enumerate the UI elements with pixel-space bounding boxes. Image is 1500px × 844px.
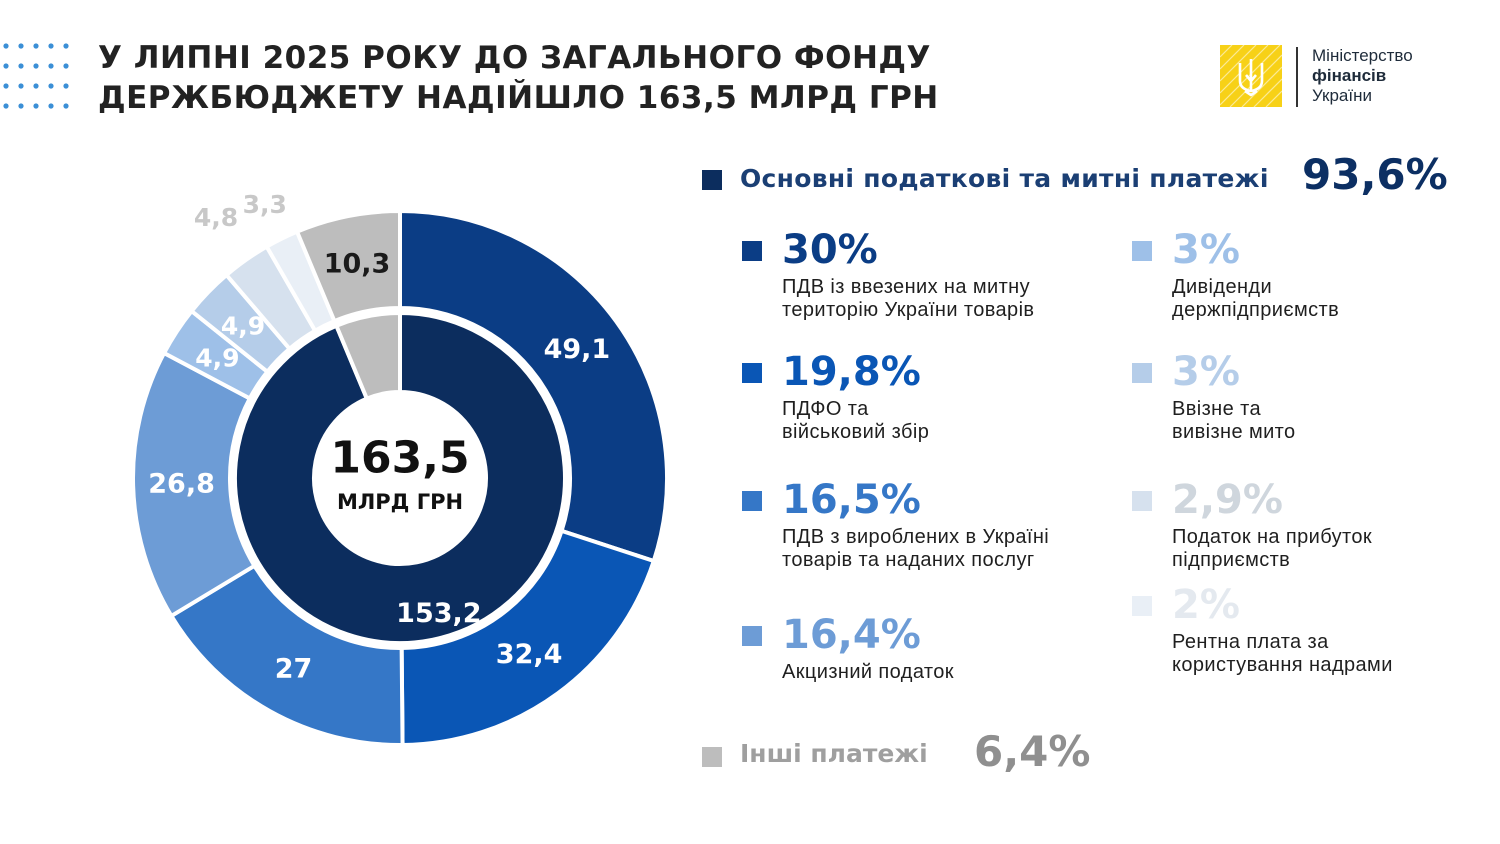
legend-item-swatch <box>742 491 762 511</box>
logo-line-2: фінансів <box>1312 66 1387 85</box>
inner-slice <box>333 310 402 402</box>
decor-dot <box>18 103 24 109</box>
legend-item-swatch <box>742 241 762 261</box>
decor-dot <box>33 43 39 49</box>
decor-dot <box>18 83 24 89</box>
legend-other-group: Інші платежі 6,4% <box>702 725 1122 785</box>
legend-item-percent: 19,8% <box>782 349 921 395</box>
decor-dot <box>3 43 9 49</box>
outer-slice <box>399 528 657 748</box>
page-title: У ЛИПНІ 2025 РОКУ ДО ЗАГАЛЬНОГО ФОНДУ ДЕ… <box>98 38 939 118</box>
decor-dot <box>3 103 9 109</box>
decor-dot <box>48 63 54 69</box>
decor-dot <box>18 63 24 69</box>
outer-slice-label: 4,9 <box>221 311 265 340</box>
ministry-logo: Міністерство фінансів України <box>1219 44 1460 109</box>
legend-item-description: ПДФО та військовий збір <box>782 398 930 443</box>
outer-slice-label: 32,4 <box>496 639 563 670</box>
center-total-unit: МЛРД ГРН <box>337 490 463 514</box>
legend-main-percent: 93,6% <box>1302 150 1448 199</box>
legend-item-percent: 3% <box>1172 227 1240 273</box>
legend-item-description: Податок на прибуток підприємств <box>1172 526 1373 571</box>
legend-item-description: Ввізне та вивізне мито <box>1172 398 1296 443</box>
legend-main-group: Основні податкові та митні платежі 93,6% <box>702 150 1462 210</box>
outer-slice <box>398 208 669 564</box>
legend-item-description: Дивіденди держпідприємств <box>1172 276 1340 321</box>
legend-item-description: Рентна плата за користування надрами <box>1172 631 1393 676</box>
inner-slice <box>233 310 567 645</box>
decor-dot <box>33 63 39 69</box>
outer-slice-label: 49,1 <box>544 334 611 365</box>
trident-emblem-icon <box>1219 44 1283 108</box>
decor-dot <box>3 63 9 69</box>
logo-line-3: України <box>1312 86 1372 105</box>
outer-slice-label: 10,3 <box>324 248 391 279</box>
logo-text: Міністерство фінансів України <box>1312 46 1413 106</box>
legend-item-swatch <box>1132 491 1152 511</box>
legend-item-percent: 2% <box>1172 582 1240 628</box>
legend-item-swatch <box>1132 241 1152 261</box>
decor-dot <box>48 83 54 89</box>
decorative-dots <box>3 43 69 109</box>
center-total-value: 163,5 <box>330 433 469 484</box>
legend-other-swatch <box>702 747 722 767</box>
decor-dot <box>63 83 69 89</box>
inner-slice-label: 153,2 <box>396 598 481 629</box>
outer-slice-label: 3,3 <box>243 190 287 219</box>
legend-item-percent: 3% <box>1172 349 1240 395</box>
logo-divider <box>1296 47 1298 107</box>
title-line-1: У ЛИПНІ 2025 РОКУ ДО ЗАГАЛЬНОГО ФОНДУ <box>98 40 931 76</box>
legend-item-description: ПДВ з вироблених в Україні товарів та на… <box>782 526 1050 571</box>
legend-item-swatch <box>1132 363 1152 383</box>
legend-item-percent: 16,4% <box>782 612 921 658</box>
decor-dot <box>48 43 54 49</box>
decor-dot <box>63 63 69 69</box>
outer-slice-label: 26,8 <box>148 469 215 500</box>
decor-dot <box>63 43 69 49</box>
legend-main-swatch <box>702 170 722 190</box>
title-line-2: ДЕРЖБЮДЖЕТУ НАДІЙШЛО 163,5 МЛРД ГРН <box>98 80 939 116</box>
decor-dot <box>48 103 54 109</box>
decor-dot <box>18 43 24 49</box>
logo-line-1: Міністерство <box>1312 46 1413 65</box>
legend-item-description: Акцизний податок <box>782 661 954 683</box>
decor-dot <box>33 103 39 109</box>
legend-item-swatch <box>742 363 762 383</box>
legend-main-label: Основні податкові та митні платежі <box>740 164 1269 193</box>
outer-slice-label: 4,9 <box>195 344 239 373</box>
legend-item-percent: 16,5% <box>782 477 921 523</box>
outer-slice-label: 4,8 <box>194 203 238 232</box>
legend-other-label: Інші платежі <box>740 739 928 768</box>
decor-dot <box>63 103 69 109</box>
legend-item-swatch <box>1132 596 1152 616</box>
legend-item-description: ПДВ із ввезених на митну територію Украї… <box>782 276 1035 321</box>
legend-item-swatch <box>742 626 762 646</box>
donut-chart: 49,1 32,4 27 26,8 4,9 4,9 4,8 3,3 10,3 153,2 163,5… <box>131 190 669 748</box>
legend-item-percent: 2,9% <box>1172 477 1283 523</box>
outer-slice <box>294 208 402 324</box>
decor-dot <box>33 83 39 89</box>
decor-dot <box>3 83 9 89</box>
legend-item-percent: 30% <box>782 227 878 273</box>
outer-slice-label: 27 <box>275 653 313 684</box>
legend-other-percent: 6,4% <box>974 727 1091 776</box>
